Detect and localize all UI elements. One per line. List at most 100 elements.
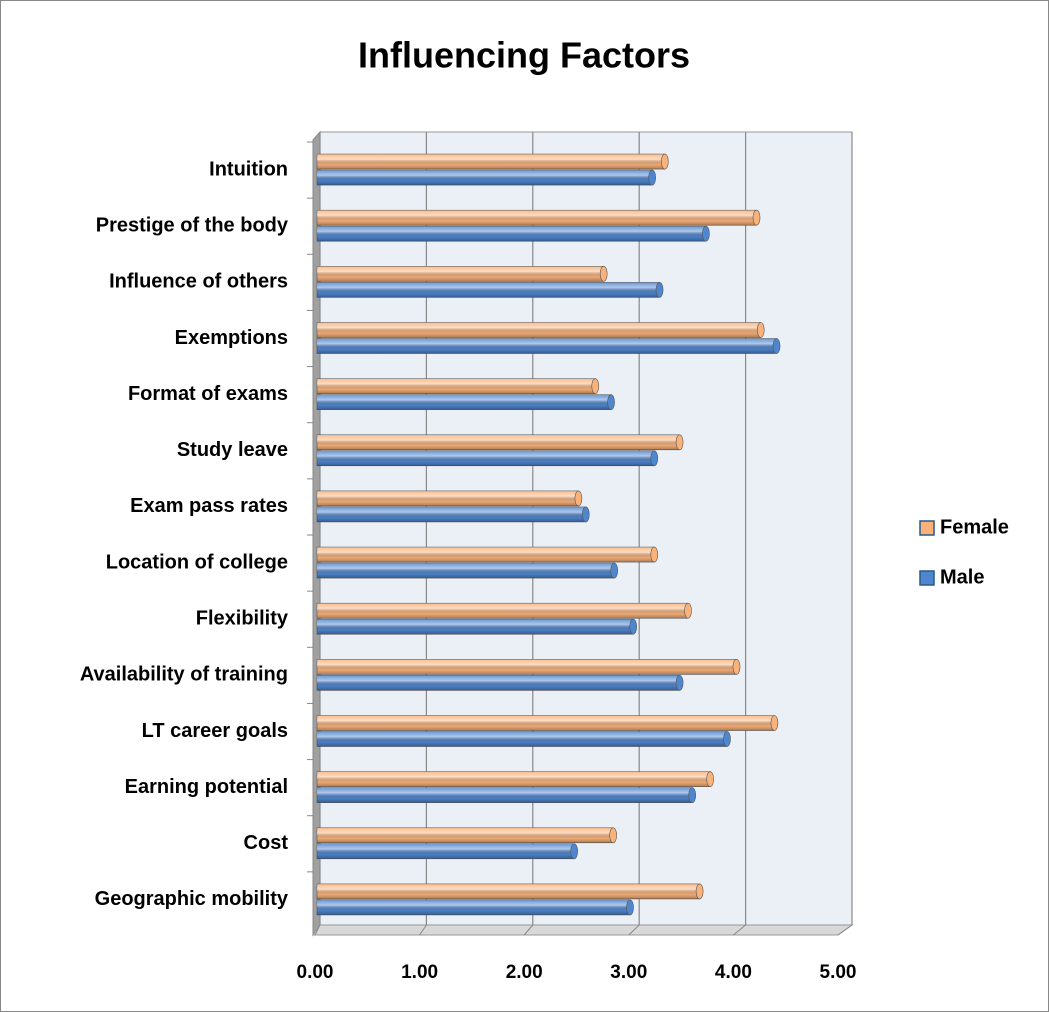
bar-cap (650, 450, 659, 467)
bar-cap (574, 490, 583, 507)
bar-cap (650, 546, 659, 563)
bar-shine (317, 266, 604, 282)
bar-cap (591, 378, 600, 394)
side-wall (312, 130, 321, 937)
bar-shine (317, 659, 737, 675)
y-tick-label: Cost (244, 832, 289, 854)
bar-shine (317, 450, 655, 466)
bar-cap (756, 322, 765, 338)
chart-title: Influencing Factors (358, 35, 690, 76)
bar-cap (648, 169, 656, 186)
y-tick-label: Prestige of the body (96, 214, 289, 236)
bar-cap (607, 394, 615, 410)
floor-line (628, 924, 640, 936)
bar (316, 787, 697, 803)
bar (316, 675, 684, 691)
bar-shine (317, 771, 711, 787)
y-tick-label: Location of college (106, 551, 288, 573)
x-tick-label: 1.00 (401, 962, 438, 983)
legend-label: Male (940, 566, 984, 588)
bar-cap (610, 562, 619, 579)
y-tick-label: Flexibility (196, 607, 289, 629)
legend-label: Female (940, 516, 1009, 538)
bar (316, 490, 583, 507)
y-tick-label: Exam pass rates (130, 495, 288, 517)
bar-shine (317, 731, 728, 747)
bar (316, 282, 664, 298)
bar (316, 209, 761, 226)
floor-line (837, 924, 853, 936)
bar (316, 153, 669, 170)
bar (316, 771, 714, 787)
bar-shine (317, 226, 706, 242)
bar-shine (317, 883, 700, 899)
bar (316, 715, 779, 731)
bar-shine (317, 394, 612, 410)
floor-line (419, 924, 427, 936)
floor-line (523, 924, 534, 936)
bar-cap (684, 602, 692, 619)
bar-cap (688, 787, 697, 803)
bar-cap (772, 338, 781, 354)
bar-cap (581, 506, 590, 523)
bar-cap (626, 899, 634, 916)
bar (316, 546, 659, 563)
bar-shine (317, 787, 693, 803)
bar-shine (317, 899, 631, 915)
bar-shine (317, 154, 665, 170)
y-tick-label: Exemptions (175, 327, 288, 349)
bar-shine (317, 170, 653, 186)
bar-cap (695, 883, 704, 900)
bar (316, 883, 704, 900)
bar (316, 225, 710, 242)
y-tick-label: Format of exams (128, 383, 288, 405)
y-tick-label: Influence of others (109, 271, 288, 293)
bar-cap (661, 153, 669, 170)
bar-cap (770, 715, 779, 731)
bar-cap (599, 266, 608, 282)
y-tick-label: Geographic mobility (95, 888, 289, 910)
x-tick-label: 2.00 (506, 962, 543, 983)
bar-shine (317, 715, 775, 731)
bar (316, 899, 634, 916)
bar (316, 506, 590, 523)
back-wall (319, 131, 853, 926)
x-tick-label: 5.00 (820, 962, 857, 983)
bar (316, 618, 638, 635)
bar-shine (317, 378, 596, 394)
bar-cap (675, 434, 684, 451)
bar-shine (317, 827, 614, 843)
bar-shine (317, 490, 579, 506)
x-tick-label: 0.00 (297, 962, 334, 983)
bar (316, 394, 615, 410)
bar (316, 169, 656, 186)
legend-swatch (919, 570, 935, 586)
bar-shine (317, 210, 757, 226)
bar-shine (317, 563, 615, 579)
bar (316, 322, 765, 338)
bar-shine (317, 675, 680, 691)
bar-shine (317, 506, 586, 522)
bar-cap (723, 731, 731, 747)
bar-shine (317, 843, 575, 859)
x-tick-label: 3.00 (610, 962, 647, 983)
floor-line (733, 924, 746, 936)
bar (316, 562, 619, 579)
bar-cap (752, 209, 761, 226)
y-tick-label: Earning potential (125, 776, 288, 798)
x-tick-label: 4.00 (715, 962, 752, 983)
y-tick-label: Study leave (177, 439, 288, 461)
legend-swatch (919, 520, 935, 536)
bar (316, 843, 578, 860)
bar (316, 659, 741, 675)
bar-cap (609, 827, 617, 844)
bar-shine (317, 282, 660, 298)
bar (316, 731, 731, 747)
bar (316, 266, 608, 282)
bar-shine (317, 434, 680, 450)
bar (316, 602, 692, 619)
bar-shine (317, 603, 689, 619)
bar (316, 450, 659, 467)
y-tick-label: Availability of training (80, 664, 288, 686)
